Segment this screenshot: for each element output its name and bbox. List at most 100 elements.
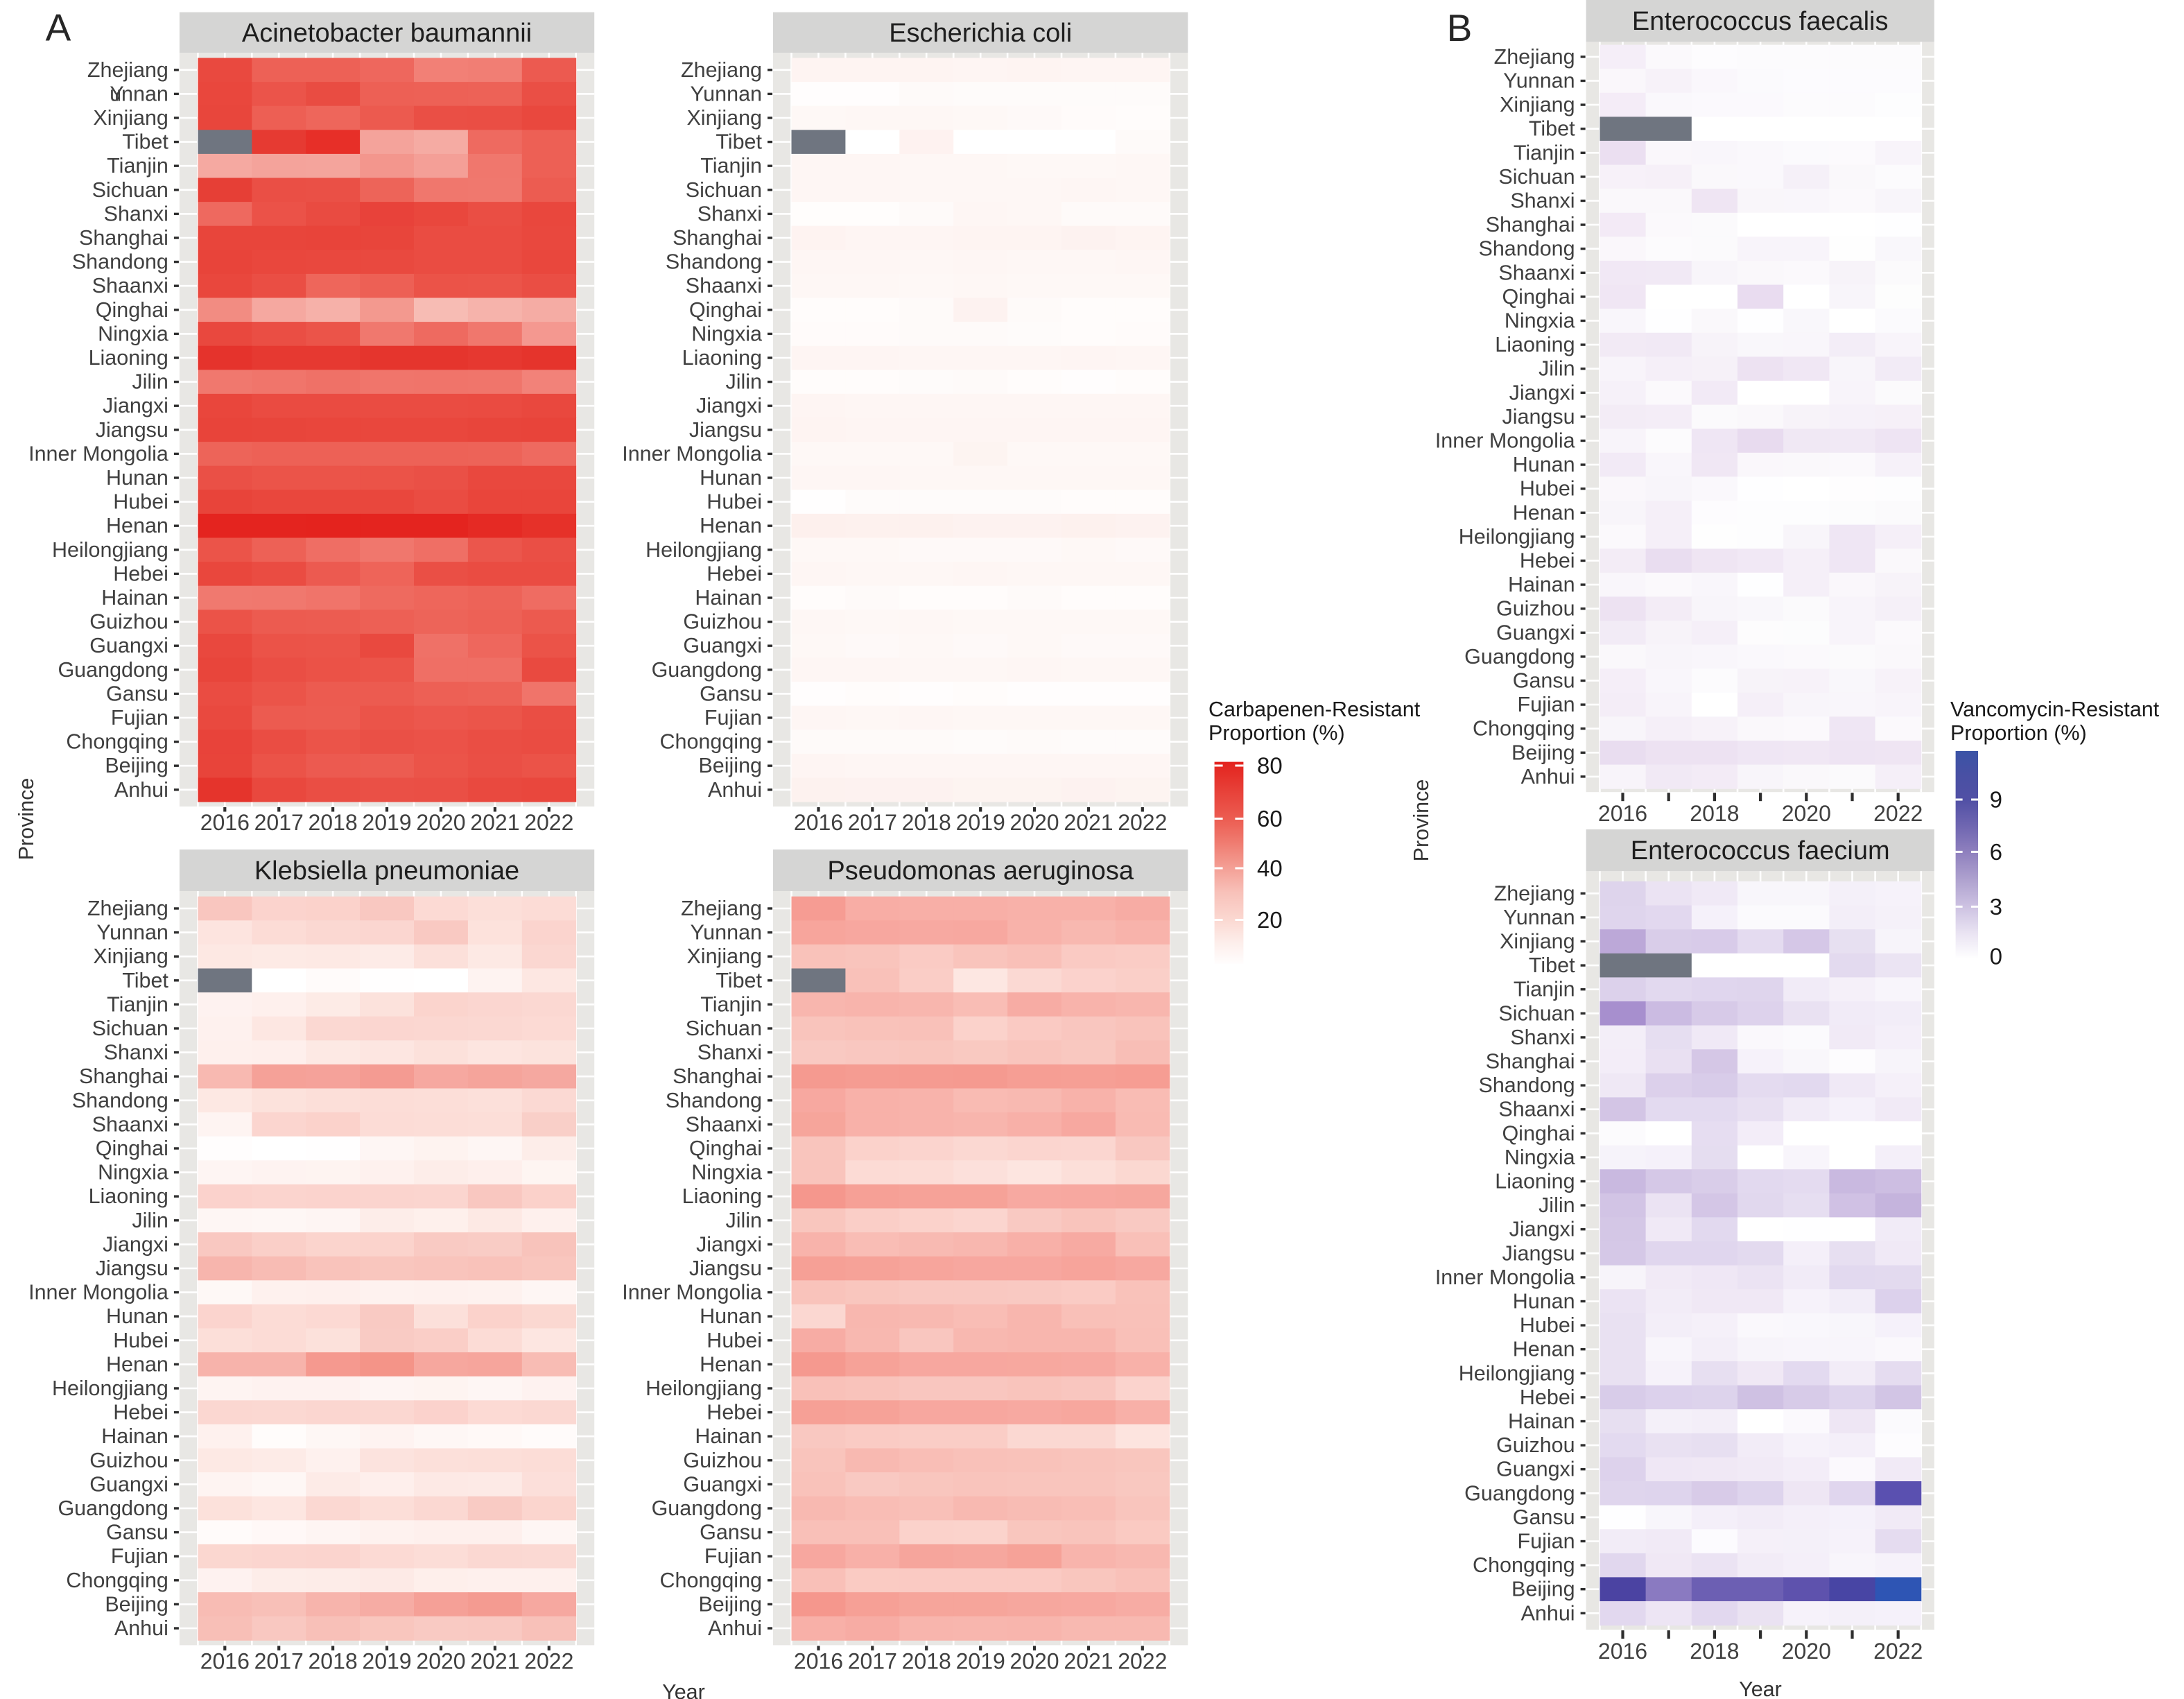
svg-text:Xinjiang: Xinjiang xyxy=(1500,93,1575,117)
svg-text:Shaanxi: Shaanxi xyxy=(92,274,168,297)
svg-text:Tianjin: Tianjin xyxy=(700,154,762,178)
svg-text:Jilin: Jilin xyxy=(725,1209,762,1232)
svg-text:2017: 2017 xyxy=(254,810,304,835)
svg-text:Chongqing: Chongqing xyxy=(1473,717,1575,741)
svg-text:40: 40 xyxy=(1257,856,1283,881)
svg-text:Shaanxi: Shaanxi xyxy=(92,1112,168,1136)
svg-text:Beijing: Beijing xyxy=(1511,1578,1575,1601)
svg-text:Tibet: Tibet xyxy=(1529,117,1575,141)
svg-text:Ningxia: Ningxia xyxy=(98,322,168,345)
svg-text:2022: 2022 xyxy=(524,1648,573,1673)
svg-text:Escherichia coli: Escherichia coli xyxy=(889,19,1072,48)
svg-text:2018: 2018 xyxy=(309,1648,358,1673)
svg-text:Ningxia: Ningxia xyxy=(691,1161,762,1184)
svg-text:2020: 2020 xyxy=(1009,810,1059,835)
svg-text:Hunan: Hunan xyxy=(700,1304,762,1328)
svg-text:Xinjiang: Xinjiang xyxy=(686,106,762,130)
svg-text:Guangdong: Guangdong xyxy=(1464,1481,1575,1505)
svg-text:Shanghai: Shanghai xyxy=(1486,1050,1575,1073)
svg-text:Anhui: Anhui xyxy=(1521,1601,1575,1625)
svg-text:Tianjin: Tianjin xyxy=(1514,141,1575,164)
svg-text:80: 80 xyxy=(1257,753,1283,779)
svg-text:Proportion (%): Proportion (%) xyxy=(1950,721,2087,745)
svg-text:Inner Mongolia: Inner Mongolia xyxy=(28,1281,168,1304)
svg-text:2019: 2019 xyxy=(362,1648,411,1673)
svg-text:Tibet: Tibet xyxy=(1529,954,1575,977)
svg-text:Yunnan: Yunnan xyxy=(110,82,168,105)
svg-text:Guangdong: Guangdong xyxy=(1464,645,1575,669)
svg-text:Shanxi: Shanxi xyxy=(1510,189,1575,213)
svg-text:Hunan: Hunan xyxy=(1513,1290,1575,1313)
svg-text:Shanghai: Shanghai xyxy=(79,226,168,250)
svg-text:Zhejiang: Zhejiang xyxy=(87,58,168,82)
svg-text:Jilin: Jilin xyxy=(132,1209,168,1232)
svg-text:Gansu: Gansu xyxy=(106,682,168,705)
svg-text:2022: 2022 xyxy=(1118,1648,1167,1673)
svg-text:Yunnan: Yunnan xyxy=(1503,69,1575,93)
svg-text:Anhui: Anhui xyxy=(1521,765,1575,788)
svg-text:Shanxi: Shanxi xyxy=(104,202,168,225)
svg-text:Fujian: Fujian xyxy=(111,706,168,730)
svg-text:Fujian: Fujian xyxy=(704,706,762,730)
svg-text:Shandong: Shandong xyxy=(1479,1073,1575,1097)
svg-text:Jiangxi: Jiangxi xyxy=(696,1232,762,1256)
svg-text:Guangdong: Guangdong xyxy=(652,658,762,682)
svg-text:Jiangsu: Jiangsu xyxy=(689,418,762,442)
svg-text:Beijing: Beijing xyxy=(105,754,168,777)
svg-text:2022: 2022 xyxy=(1873,801,1923,826)
svg-text:Jiangxi: Jiangxi xyxy=(103,1232,168,1256)
svg-text:2016: 2016 xyxy=(200,1648,250,1673)
svg-text:Anhui: Anhui xyxy=(114,1616,168,1640)
svg-text:2020: 2020 xyxy=(416,1648,465,1673)
svg-text:Shanghai: Shanghai xyxy=(1486,213,1575,236)
svg-text:Shandong: Shandong xyxy=(1479,237,1575,261)
svg-text:Shanghai: Shanghai xyxy=(79,1064,168,1088)
svg-text:Jilin: Jilin xyxy=(1539,357,1575,381)
svg-text:Liaoning: Liaoning xyxy=(89,346,168,370)
svg-text:2017: 2017 xyxy=(848,810,897,835)
svg-text:Inner Mongolia: Inner Mongolia xyxy=(28,442,168,465)
svg-text:Jiangxi: Jiangxi xyxy=(103,394,168,417)
svg-text:Ningxia: Ningxia xyxy=(1505,1146,1575,1169)
svg-text:Shaanxi: Shaanxi xyxy=(686,274,762,297)
svg-text:Vancomycin-Resistant: Vancomycin-Resistant xyxy=(1950,698,2160,721)
svg-text:Enterococcus faecalis: Enterococcus faecalis xyxy=(1632,7,1889,36)
svg-text:Guangxi: Guangxi xyxy=(683,1472,762,1496)
svg-text:Hebei: Hebei xyxy=(1520,549,1575,573)
svg-text:Liaoning: Liaoning xyxy=(682,1184,762,1208)
svg-text:Chongqing: Chongqing xyxy=(66,730,168,754)
svg-text:Tibet: Tibet xyxy=(122,130,168,154)
svg-text:Beijing: Beijing xyxy=(105,1592,168,1616)
svg-text:Shandong: Shandong xyxy=(72,1089,168,1112)
svg-text:Anhui: Anhui xyxy=(708,1616,762,1640)
svg-text:Hainan: Hainan xyxy=(101,586,168,610)
svg-text:Beijing: Beijing xyxy=(698,754,762,777)
svg-text:2016: 2016 xyxy=(1598,801,1647,826)
svg-text:Shanxi: Shanxi xyxy=(1510,1026,1575,1049)
svg-text:Jiangsu: Jiangsu xyxy=(96,1257,168,1280)
svg-text:Year: Year xyxy=(1739,1678,1782,1699)
svg-text:Guangxi: Guangxi xyxy=(1496,1458,1575,1481)
svg-text:Hubei: Hubei xyxy=(707,490,762,514)
svg-text:Hebei: Hebei xyxy=(113,562,168,585)
svg-text:Chongqing: Chongqing xyxy=(659,1569,762,1592)
svg-text:Zhejiang: Zhejiang xyxy=(87,897,168,920)
svg-text:Sichuan: Sichuan xyxy=(686,178,762,202)
svg-text:Shanxi: Shanxi xyxy=(104,1041,168,1064)
svg-text:Heilongjiang: Heilongjiang xyxy=(645,538,762,562)
svg-text:Jiangsu: Jiangsu xyxy=(1502,1241,1575,1265)
svg-text:Enterococcus faecium: Enterococcus faecium xyxy=(1631,836,1890,865)
svg-text:Hubei: Hubei xyxy=(1520,1313,1575,1337)
svg-text:2019: 2019 xyxy=(956,810,1005,835)
svg-text:Henan: Henan xyxy=(106,1352,168,1376)
svg-text:Heilongjiang: Heilongjiang xyxy=(1459,1361,1575,1385)
svg-text:Jiangxi: Jiangxi xyxy=(1509,381,1575,404)
svg-text:Province: Province xyxy=(15,778,38,861)
svg-text:Xinjiang: Xinjiang xyxy=(93,945,168,968)
svg-text:Guangxi: Guangxi xyxy=(89,634,168,657)
svg-text:2019: 2019 xyxy=(362,810,411,835)
svg-text:Hebei: Hebei xyxy=(1520,1386,1575,1409)
svg-text:Jiangsu: Jiangsu xyxy=(689,1257,762,1280)
svg-text:2018: 2018 xyxy=(902,810,951,835)
svg-text:2020: 2020 xyxy=(1009,1648,1059,1673)
